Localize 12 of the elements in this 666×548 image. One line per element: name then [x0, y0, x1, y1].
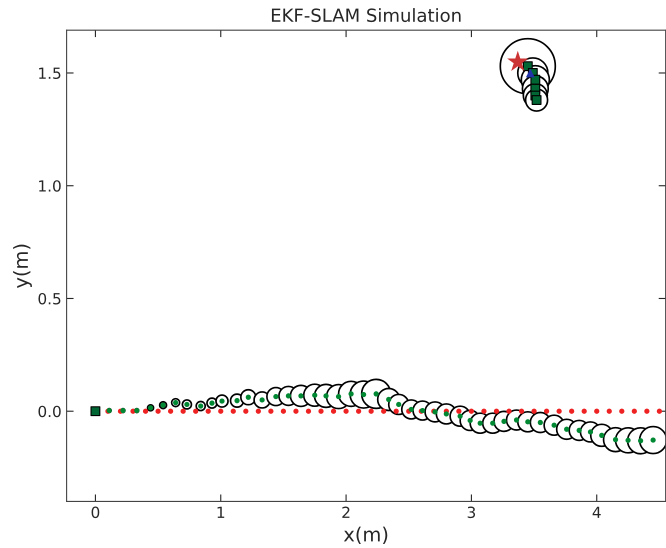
x-tick-label: 0	[92, 506, 100, 518]
x-tick-label: 2	[342, 506, 350, 518]
y-tick-label: 1.5	[39, 68, 60, 80]
x-tick-label: 1	[218, 506, 224, 518]
x-tick-label: 3	[468, 506, 476, 518]
x-axis-title: x(m)	[344, 526, 388, 544]
y-tick-label: 0.0	[38, 406, 61, 418]
x-tick-label: 4	[592, 506, 601, 518]
y-tick-label: 1.0	[39, 180, 61, 192]
y-axis-title: y(m)	[13, 244, 32, 288]
chart-title: EKF-SLAM Simulation	[272, 8, 461, 22]
y-tick-label: 0.5	[38, 292, 60, 304]
